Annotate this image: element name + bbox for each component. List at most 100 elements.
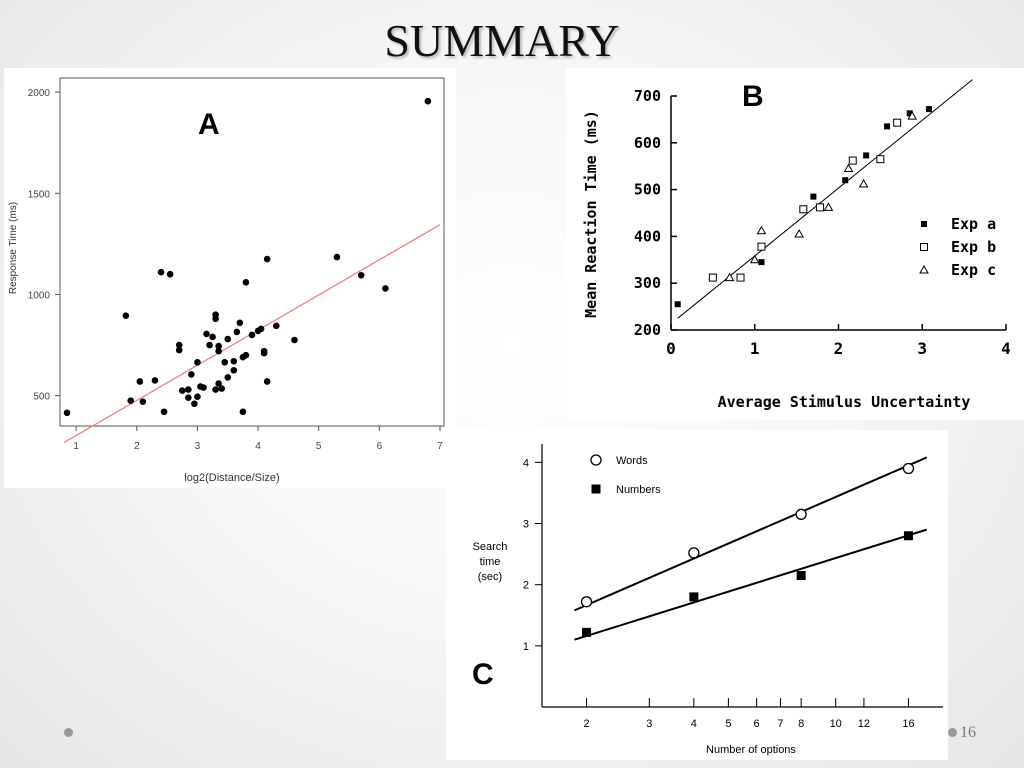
data-point	[157, 268, 165, 276]
data-point	[842, 177, 849, 184]
data-point	[63, 409, 71, 417]
data-point	[333, 253, 341, 261]
data-point	[188, 371, 195, 378]
data-point	[175, 346, 183, 354]
data-point	[248, 331, 256, 339]
data-point	[756, 225, 767, 235]
y-tick-label: 500	[634, 181, 661, 199]
x-tick-label: 1	[750, 339, 760, 358]
data-point	[194, 358, 201, 366]
slide-bullet-right	[948, 728, 957, 737]
data-point	[757, 242, 766, 251]
data-point	[215, 342, 222, 350]
slide-bullet-left	[64, 728, 73, 737]
data-point	[212, 311, 219, 319]
data-point	[758, 259, 765, 266]
data-point	[194, 393, 201, 400]
x-tick-label: 8	[798, 718, 804, 730]
x-tick-label: 4	[255, 441, 261, 452]
data-point	[230, 367, 238, 374]
y-tick-label: 700	[634, 87, 661, 105]
data-point	[215, 380, 222, 387]
data-point	[139, 398, 147, 406]
x-tick-label: 12	[858, 718, 870, 730]
data-point	[816, 203, 825, 212]
y-tick-label: 2	[523, 580, 529, 592]
legend-marker	[591, 484, 601, 494]
data-point	[724, 272, 735, 282]
data-point	[858, 178, 869, 188]
data-point	[799, 205, 808, 214]
data-point	[166, 270, 174, 278]
y-tick-label: 400	[634, 227, 661, 245]
data-point	[708, 273, 717, 282]
data-point	[906, 110, 913, 117]
data-point	[580, 596, 593, 608]
chart-panel-c: 2 3 4 5 6 7 8 10 12 16 1 2 3 4 Search time (sec) Number o…	[446, 430, 948, 760]
data-point	[925, 106, 932, 113]
data-point	[736, 273, 745, 282]
data-point	[749, 254, 760, 264]
y-tick-label: 500	[33, 392, 50, 403]
y-axis-label: time	[480, 556, 501, 568]
data-point	[257, 325, 265, 333]
panel-label-b: B	[742, 80, 764, 113]
legend-label: Numbers	[616, 484, 661, 496]
chart-panel-a: 1 2 3 4 5 6 7 500 1000 1500 2000 log2(Distance/Size…	[4, 68, 456, 488]
x-tick-label: 0	[666, 339, 676, 358]
data-point	[863, 152, 870, 159]
mean-reaction-time-chart: 0 1 2 3 4 200 300 400 500 600 700 Mean Reaction Tim…	[582, 79, 1011, 411]
data-point	[884, 123, 891, 130]
y-axis-label: Mean Reaction Time (ms)	[582, 110, 600, 318]
data-point	[796, 571, 806, 580]
legend-label: Exp b	[951, 238, 996, 256]
x-tick-label: 2	[583, 718, 589, 730]
slide-title: SUMMARY	[384, 15, 620, 66]
data-point	[272, 322, 280, 330]
data-point	[151, 377, 159, 384]
data-point	[688, 547, 700, 559]
legend-marker	[921, 221, 927, 227]
data-point	[848, 156, 857, 165]
x-tick-label: 3	[917, 339, 927, 358]
plot-frame	[59, 77, 445, 427]
data-point	[424, 97, 432, 105]
data-point	[200, 384, 207, 391]
legend-label: Exp c	[951, 261, 996, 279]
x-tick-label: 7	[437, 441, 443, 452]
data-point	[224, 335, 232, 343]
data-point	[221, 358, 229, 366]
data-point	[178, 387, 186, 394]
y-tick-label: 300	[634, 274, 661, 292]
data-point	[263, 255, 271, 263]
data-point	[263, 378, 271, 385]
response-time-scatter-chart: 1 2 3 4 5 6 7 500 1000 1500 2000 log2(Distance/Size…	[8, 77, 445, 484]
y-tick-label: 1500	[28, 189, 51, 200]
x-tick-label: 4	[1001, 339, 1011, 358]
x-tick-label: 10	[830, 718, 842, 730]
x-tick-label: 5	[725, 718, 731, 730]
x-tick-label: 3	[646, 718, 652, 730]
data-point	[160, 408, 168, 416]
x-axis-label: Average Stimulus Uncertainty	[718, 393, 971, 411]
x-tick-label: 4	[691, 718, 697, 730]
x-axis-label: Number of options	[706, 744, 796, 756]
data-point	[291, 336, 298, 344]
panel-label-c: C	[472, 658, 494, 691]
data-point	[136, 378, 144, 385]
data-point	[810, 193, 817, 200]
data-point	[582, 627, 592, 637]
legend-label: Words	[616, 455, 648, 467]
data-point	[260, 349, 268, 357]
y-tick-label: 200	[634, 321, 661, 339]
data-point	[224, 374, 232, 381]
fit-line	[677, 79, 973, 319]
x-tick-label: 3	[195, 441, 201, 452]
data-point	[236, 319, 244, 327]
data-point	[191, 400, 198, 408]
data-point	[185, 386, 192, 393]
data-point	[876, 155, 885, 164]
page-number: 16	[960, 724, 976, 741]
y-tick-label: 600	[634, 134, 661, 152]
data-point	[206, 341, 213, 349]
